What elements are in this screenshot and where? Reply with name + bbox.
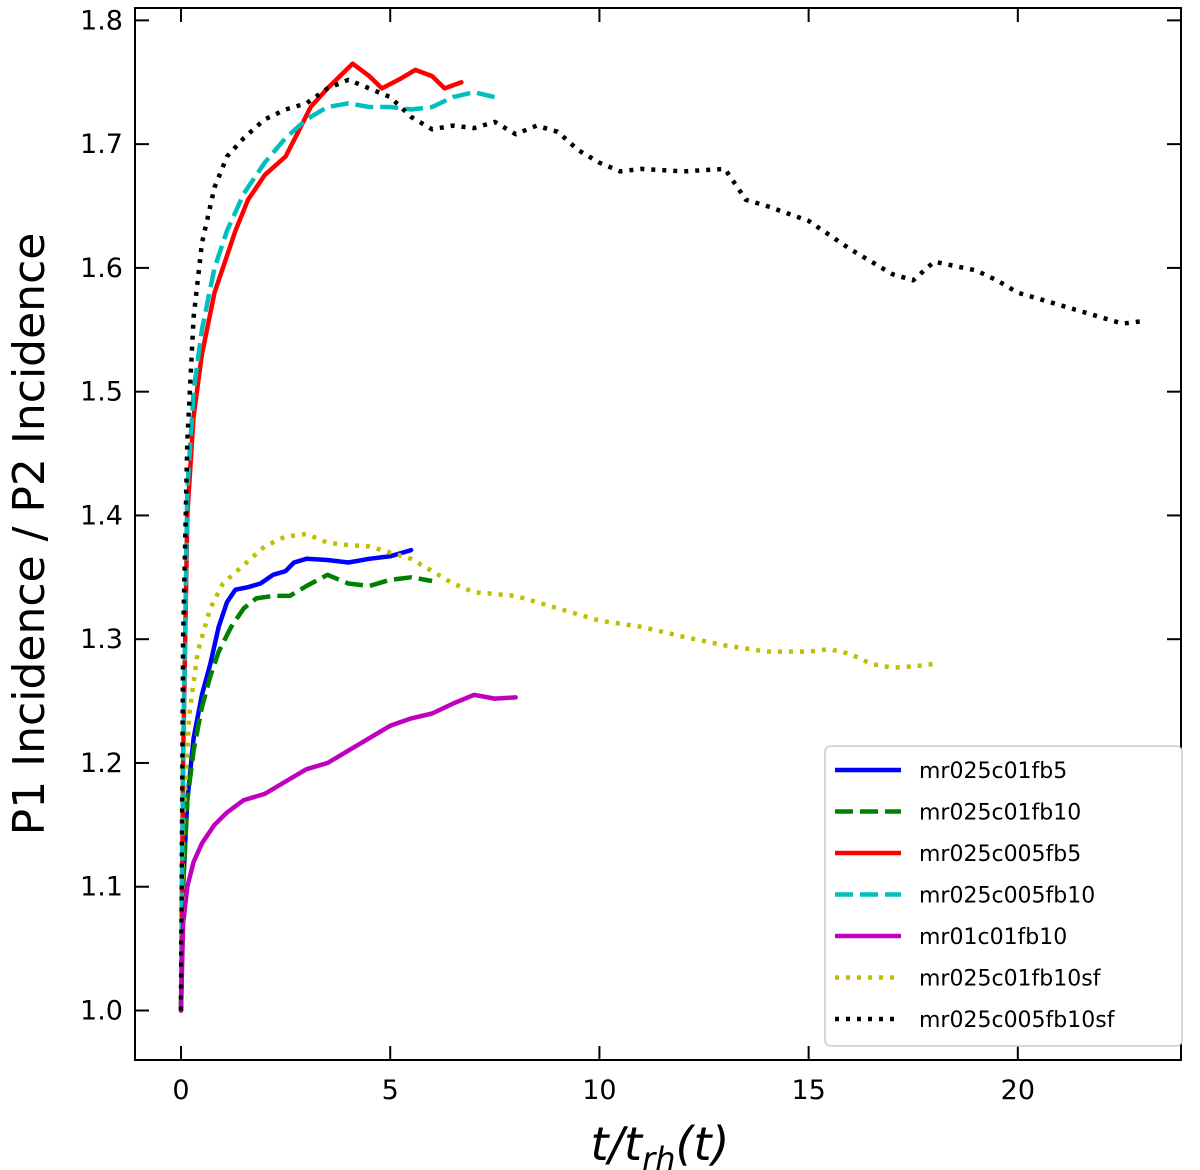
legend-label-mr025c005fb10: mr025c005fb10 [919,884,1095,909]
y-axis-label: P1 Incidence / P2 Incidence [4,233,55,836]
x-tick-label: 15 [791,1075,825,1106]
y-tick-label: 1.2 [80,748,123,779]
x-axis-label-subscript: rh [642,1140,675,1170]
legend-label-mr025c005fb10sf: mr025c005fb10sf [919,1008,1116,1033]
plot-frame [134,7,1182,1061]
y-tick-label: 1.0 [80,995,123,1026]
x-tick-label: 10 [582,1075,616,1106]
x-axis-label: t/trh(t) [591,1117,730,1170]
x-axis-label-tail: (t) [676,1117,730,1170]
series-layer [178,61,1144,1013]
series-line-mr025c005fb5 [178,61,464,1013]
x-axis-label-main: t/t [591,1117,645,1170]
legend-box [824,745,1183,1047]
y-tick-label: 1.6 [80,253,123,284]
legend-label-mr025c01fb10: mr025c01fb10 [919,801,1081,826]
legend-label-mr025c01fb5: mr025c01fb5 [919,759,1067,784]
legend-label-mr025c005fb5: mr025c005fb5 [919,842,1081,867]
legend: mr025c01fb5 mr025c01fb10 mr025c005fb5 mr025… [824,745,1183,1047]
x-tick-label: 20 [1001,1075,1035,1106]
series-line-mr025c005fb10 [178,89,496,1011]
series-line-mr01c01fb10 [178,692,518,1013]
x-tick-label: 5 [382,1075,399,1106]
axis-ticks: 0 5 10 15 20 1.0 1.1 1.2 1.3 1.4 1.5 1.6 1.7 1.8 [80,5,1181,1106]
y-tick-label: 1.8 [80,5,123,36]
series-line-mr025c005fb10sf [178,77,1144,1011]
x-tick-label: 0 [172,1075,189,1106]
series-line-mr025c01fb10 [178,572,433,1011]
y-tick-label: 1.3 [80,624,123,655]
y-tick-label: 1.4 [80,500,123,531]
legend-label-mr01c01fb10: mr01c01fb10 [919,925,1067,950]
series-line-mr025c01fb5 [178,547,414,1013]
legend-label-mr025c01fb10sf: mr025c01fb10sf [919,967,1102,992]
y-tick-label: 1.5 [80,377,123,408]
y-tick-label: 1.7 [80,129,123,160]
y-tick-label: 1.1 [80,872,123,903]
